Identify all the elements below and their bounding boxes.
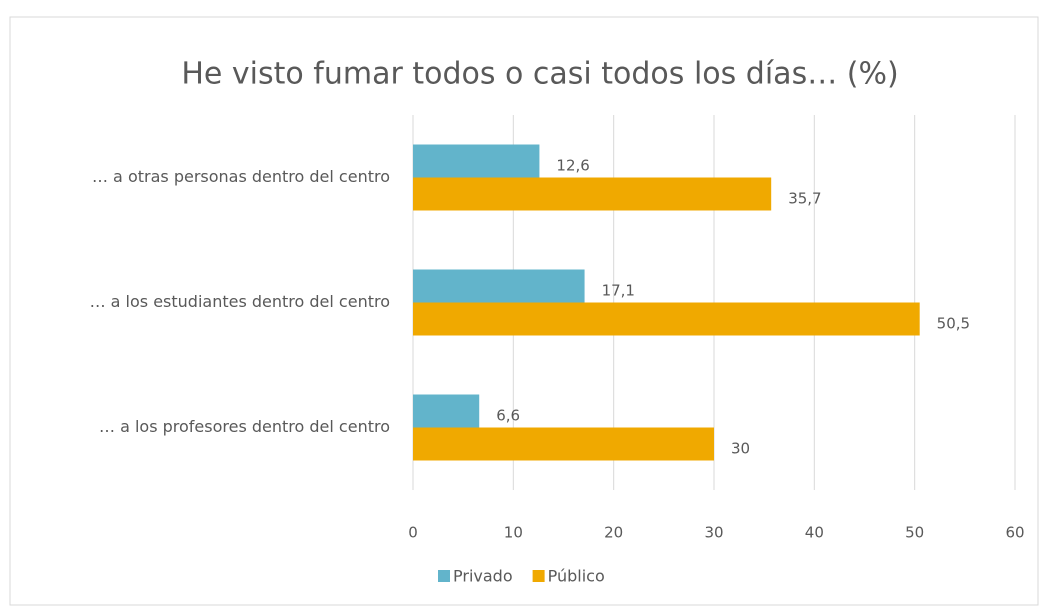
data-label: 17,1 xyxy=(602,282,635,300)
legend-label: Privado xyxy=(453,567,513,586)
chart-title: He visto fumar todos o casi todos los dí… xyxy=(181,57,898,92)
x-tick-label: 60 xyxy=(1005,524,1024,542)
bar xyxy=(413,177,772,211)
data-label: 35,7 xyxy=(788,190,821,208)
y-tick-label: … a los estudiantes dentro del centro xyxy=(90,292,390,311)
bar xyxy=(413,144,540,178)
x-tick-label: 40 xyxy=(805,524,824,542)
x-tick-label: 30 xyxy=(704,524,723,542)
x-tick-label: 0 xyxy=(408,524,418,542)
data-label: 30 xyxy=(731,440,750,458)
legend-label: Público xyxy=(548,567,605,586)
legend-swatch xyxy=(438,570,450,582)
legend-swatch xyxy=(532,570,545,582)
bar xyxy=(413,427,714,461)
y-tick-label: … a los profesores dentro del centro xyxy=(99,417,390,436)
bar xyxy=(413,302,920,336)
bar xyxy=(413,394,480,428)
x-tick-label: 20 xyxy=(604,524,623,542)
y-tick-label: … a otras personas dentro del centro xyxy=(92,167,390,186)
data-label: 6,6 xyxy=(496,407,520,425)
data-label: 50,5 xyxy=(937,315,970,333)
data-label: 12,6 xyxy=(556,157,589,175)
x-tick-label: 10 xyxy=(504,524,523,542)
bar xyxy=(413,269,585,303)
x-tick-label: 50 xyxy=(905,524,924,542)
